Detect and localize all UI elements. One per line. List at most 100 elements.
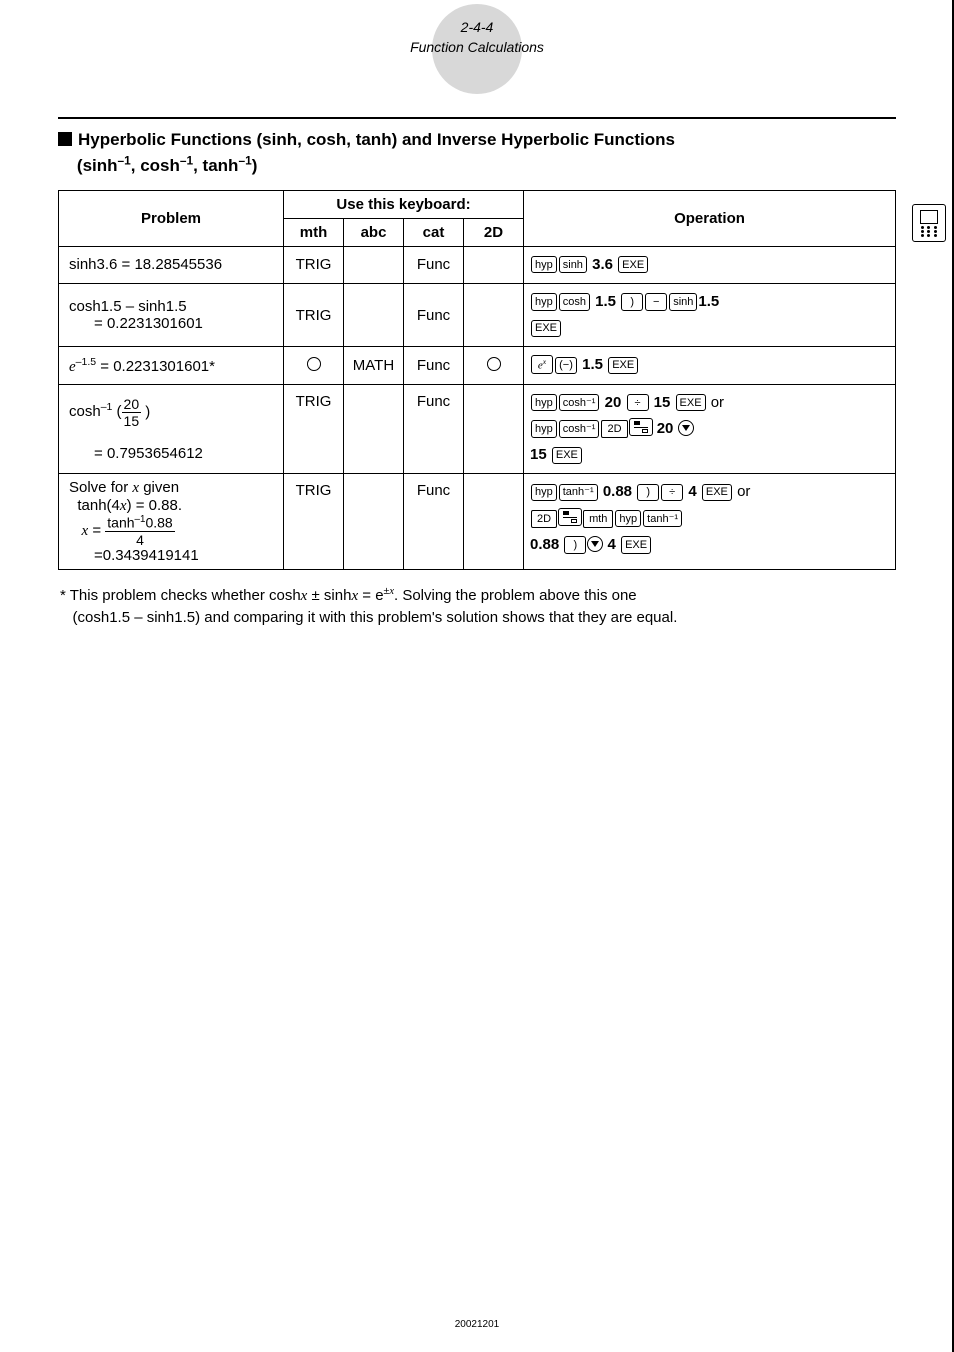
operation-cell: hypcosh⁻¹ 20 ÷ 15 EXE or hypcosh⁻¹2D 20 …	[524, 384, 896, 474]
bullet-square	[58, 132, 72, 146]
mth-cell: TRIG	[284, 246, 344, 283]
abc-cell: MATH	[344, 347, 404, 384]
operation-cell: hyptanh⁻¹ 0.88 )÷ 4 EXE or 2Dmthhyptanh⁻…	[524, 474, 896, 570]
key-hyp: hyp	[531, 293, 557, 310]
cat-cell: Func	[404, 347, 464, 384]
table-row: e–1.5 = 0.2231301601* MATH Func ex(−) 1.…	[59, 347, 896, 384]
key-coshinv: cosh⁻¹	[559, 420, 600, 437]
cat-cell: Func	[404, 474, 464, 570]
mth-cell: TRIG	[284, 474, 344, 570]
op-val: 1.5	[595, 293, 616, 310]
operation-cell: hypcosh 1.5 )−sinh1.5 EXE	[524, 283, 896, 347]
section-name: Function Calculations	[0, 38, 954, 58]
col-keyboard: Use this keyboard:	[284, 190, 524, 218]
key-frac	[629, 418, 653, 436]
key-frac	[558, 508, 582, 526]
key-hyp: hyp	[531, 256, 557, 273]
page-number: 20021201	[455, 1319, 500, 1330]
key-exe: EXE	[621, 536, 651, 553]
cat-cell: Func	[404, 384, 464, 474]
key-mth: mth	[583, 510, 613, 528]
col-abc: abc	[344, 218, 404, 246]
mth-cell: TRIG	[284, 384, 344, 474]
problem-cell: cosh–1 (2015 ) = 0.7953654612	[59, 384, 284, 474]
key-paren: )	[621, 293, 643, 310]
key-paren: )	[564, 536, 586, 553]
key-exe: EXE	[552, 447, 582, 464]
abc-cell	[344, 384, 404, 474]
key-coshinv: cosh⁻¹	[559, 394, 600, 411]
col-2d: 2D	[464, 218, 524, 246]
key-sinh: sinh	[669, 293, 697, 310]
arrow-down-icon	[587, 536, 603, 552]
key-hyp: hyp	[531, 394, 557, 411]
section-num: 2-4-4	[0, 18, 954, 38]
tanh-post: ) = 0.88.	[127, 497, 182, 514]
title-main: Hyperbolic Functions (sinh, cosh, tanh) …	[78, 130, 675, 149]
op-val: 1.5	[582, 356, 603, 373]
page-header: 2-4-4 Function Calculations	[0, 0, 954, 57]
op-val: 15	[654, 394, 671, 411]
fn-mid: ± sinh	[307, 587, 351, 604]
fn-pre: * This problem checks whether cosh	[60, 587, 301, 604]
title-sub: (sinh–1, cosh–1, tanh–1)	[77, 156, 257, 175]
section-title: Hyperbolic Functions (sinh, cosh, tanh) …	[58, 117, 896, 178]
col-mth: mth	[284, 218, 344, 246]
op-val: 0.88	[530, 536, 559, 553]
key-cosh: cosh	[559, 293, 590, 310]
fn-mid2: = e	[358, 587, 383, 604]
key-hyp: hyp	[531, 420, 557, 437]
or-text: or	[711, 394, 724, 411]
function-table: Problem Use this keyboard: Operation mth…	[58, 190, 896, 570]
footnote: * This problem checks whether coshx ± si…	[58, 584, 896, 628]
table-row: sinh3.6 = 18.28545536 TRIG Func hypsinh …	[59, 246, 896, 283]
problem-cell: sinh3.6 = 18.28545536	[59, 246, 284, 283]
2d-cell	[464, 474, 524, 570]
or-text: or	[737, 483, 750, 500]
tanh-pre: tanh(4	[77, 497, 120, 514]
key-2d: 2D	[531, 510, 557, 528]
problem-cell: Solve for x given tanh(4x) = 0.88. x = t…	[59, 474, 284, 570]
abc-cell	[344, 283, 404, 347]
op-val: 4	[688, 483, 696, 500]
key-sinh: sinh	[559, 256, 587, 273]
2d-cell	[464, 347, 524, 384]
table-header-row: Problem Use this keyboard: Operation	[59, 190, 896, 218]
e-var: e	[69, 359, 76, 375]
op-val: 3.6	[592, 256, 613, 273]
mth-cell	[284, 347, 344, 384]
problem-l1: cosh1.5 – sinh1.5	[69, 298, 187, 315]
circle-icon	[487, 357, 501, 371]
abc-cell	[344, 474, 404, 570]
col-operation: Operation	[524, 190, 896, 246]
key-neg: (−)	[555, 357, 577, 374]
mth-cell: TRIG	[284, 283, 344, 347]
2d-cell	[464, 384, 524, 474]
table-row: cosh1.5 – sinh1.5 = 0.2231301601 TRIG Fu…	[59, 283, 896, 347]
frac-num: tanh–10.88	[105, 515, 174, 532]
arrow-down-icon	[678, 420, 694, 436]
frac-num: 20	[122, 397, 142, 413]
fraction: tanh–10.884	[105, 515, 174, 547]
problem-l2: = 0.7953654612	[94, 445, 203, 462]
key-hyp: hyp	[531, 484, 557, 501]
key-exe: EXE	[676, 394, 706, 411]
calculator-icon	[912, 204, 946, 242]
table-row: cosh–1 (2015 ) = 0.7953654612 TRIG Func …	[59, 384, 896, 474]
frac-den: 4	[105, 532, 174, 547]
exp: ±x	[384, 585, 394, 597]
key-div: ÷	[627, 394, 649, 411]
header-text: 2-4-4 Function Calculations	[0, 18, 954, 57]
key-ex: ex	[531, 355, 553, 374]
op-val: 0.88	[603, 483, 632, 500]
table-row: Solve for x given tanh(4x) = 0.88. x = t…	[59, 474, 896, 570]
solve-post: given	[139, 479, 179, 496]
op-val: 20	[657, 420, 674, 437]
close-paren: )	[141, 403, 150, 420]
key-paren: )	[637, 484, 659, 501]
cat-cell: Func	[404, 246, 464, 283]
result: =0.3439419141	[94, 547, 199, 564]
problem-l2: = 0.2231301601	[94, 315, 203, 332]
key-tanhinv: tanh⁻¹	[559, 484, 598, 501]
key-minus: −	[645, 293, 667, 310]
